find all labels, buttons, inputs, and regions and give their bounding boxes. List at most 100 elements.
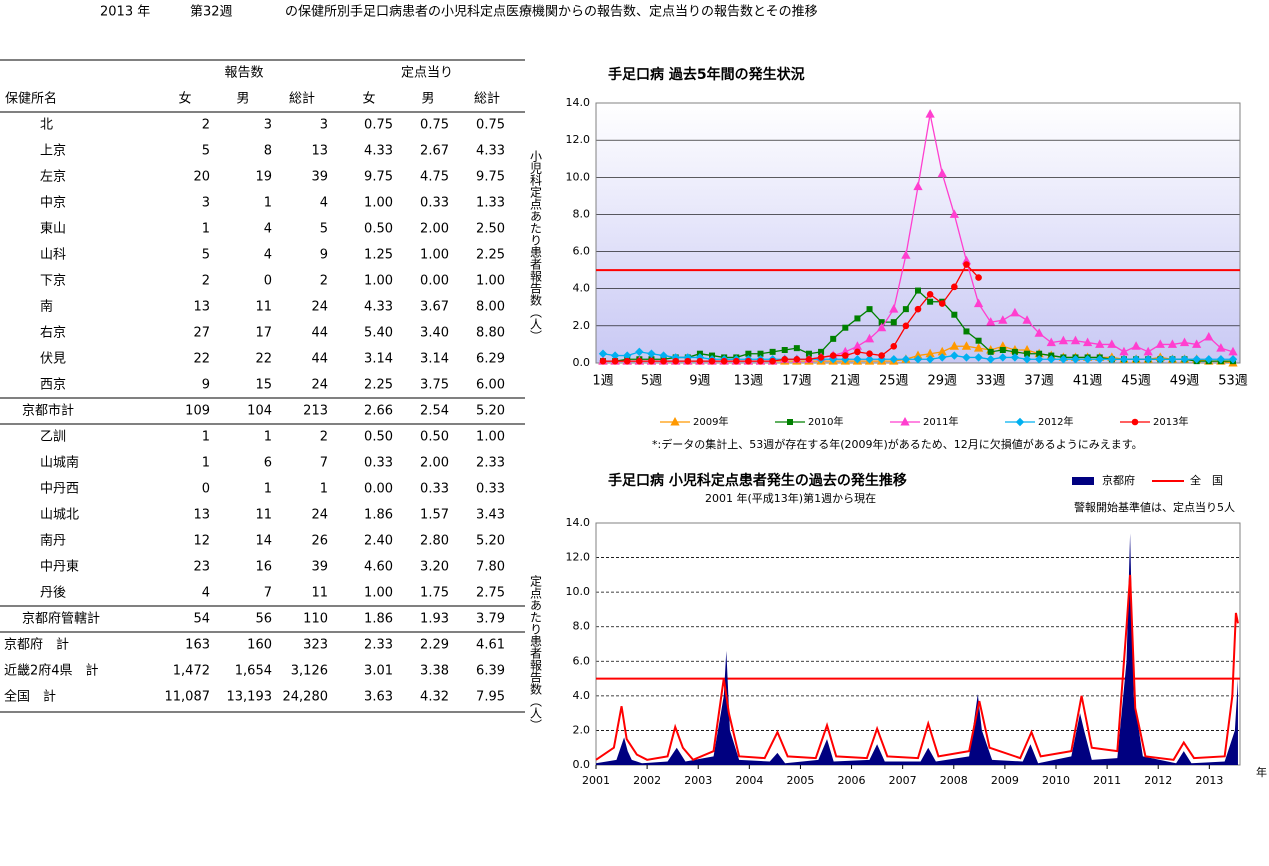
marker [1034,355,1044,364]
marker [805,355,813,363]
cell: 27 [193,326,210,341]
marker [696,357,704,365]
y-tick-label: 4.0 [573,282,591,295]
cell: 0.50 [420,430,449,445]
x-tick-label: 33週 [976,374,1006,389]
report-table: 報告数 定点当り保健所名女男総計女男総計北 2 3 3 0.75 0.75 0.75上京 5 8 1… [0,59,525,713]
cell: 11 [255,508,272,523]
cell: 3.43 [476,508,505,523]
marker [1107,339,1117,348]
cell: 44 [311,326,328,341]
marker [672,357,679,365]
marker [890,342,898,350]
x-tick-label: 2003 [684,774,712,787]
x-tick-label: 21週 [831,374,861,389]
cell: 2 [202,118,210,133]
marker [854,348,861,356]
row-name: 左京 [40,170,66,185]
marker [660,357,667,365]
marker [853,355,862,364]
cell: 13 [311,144,328,159]
row-name: 京都府 計 [4,637,69,653]
plot-background [596,103,1240,363]
x-tick-label: 2006 [838,774,866,787]
cell: 5.20 [476,534,505,549]
cell: 3.20 [420,560,449,575]
row-name: 京都市計 [22,403,74,419]
cell: 2.29 [420,638,449,653]
column-header: 男 [236,92,249,107]
cell: 3.75 [420,378,449,393]
cell: 0.33 [420,482,449,497]
x-tick-label: 29週 [927,374,957,389]
chart-title: 手足口病 小児科定点患者発生の過去の発生推移 [608,472,907,489]
legend-label: 2010年 [808,415,843,428]
marker [1095,355,1104,364]
marker [1082,337,1093,347]
x-tick-label: 17週 [782,374,812,389]
cell: 2.00 [420,222,449,237]
cell: 2.33 [476,456,505,471]
x-tick-label: 2013 [1195,774,1223,787]
marker [915,287,921,294]
column-header: 女 [362,91,375,107]
marker [1022,355,1032,364]
cell: 0.75 [476,118,505,133]
marker [1010,307,1020,317]
marker [950,351,959,360]
cell: 110 [303,612,328,627]
marker [926,290,934,298]
marker [720,357,728,365]
cell: 2 [320,430,328,445]
cell: 26 [311,534,328,549]
cell: 3.14 [364,352,393,367]
cell: 1.86 [364,508,393,523]
y-tick-label: 6.0 [573,654,591,667]
cell: 11 [311,586,328,601]
marker [793,355,801,363]
cell: 20 [193,170,210,185]
marker [987,348,994,355]
marker [998,353,1008,362]
cell: 3.67 [420,300,449,315]
cell: 3 [264,118,272,133]
marker [1143,355,1153,364]
cell: 6.00 [476,378,505,393]
column-header: 女 [178,91,191,107]
chart-subtitle: 2001 年(平成13年)第1週から現在 [705,491,876,505]
marker [974,353,983,362]
cell: 9.75 [476,170,505,185]
cell: 5 [202,144,210,159]
marker [866,306,873,313]
marker [913,355,923,364]
cell: 1.00 [364,586,393,601]
marker [1216,343,1226,352]
marker [1071,355,1080,364]
x-tick-label: 37週 [1024,374,1054,389]
marker [1095,339,1105,348]
y-tick-label: 10.0 [566,170,591,183]
cell: 4 [264,248,272,263]
marker [1131,341,1141,350]
marker [975,274,982,281]
cell: 4 [202,586,210,601]
cell: 7 [320,456,328,471]
cell: 24 [311,300,328,315]
cell: 1 [320,482,328,497]
legend-marker [670,416,680,426]
marker [866,350,873,358]
row-name: 南 [40,299,53,315]
cell: 4.32 [420,690,449,705]
marker [1204,355,1213,364]
row-name: 山城北 [40,508,79,523]
marker [1168,355,1177,364]
cell: 7.95 [476,690,505,705]
marker [1083,355,1092,364]
row-name: 東山 [40,221,66,237]
row-name: 近畿2府4県 計 [4,663,99,679]
cell: 213 [303,404,328,419]
x-tick-label: 49週 [1170,374,1200,389]
cell: 54 [193,612,210,627]
marker [949,209,959,218]
